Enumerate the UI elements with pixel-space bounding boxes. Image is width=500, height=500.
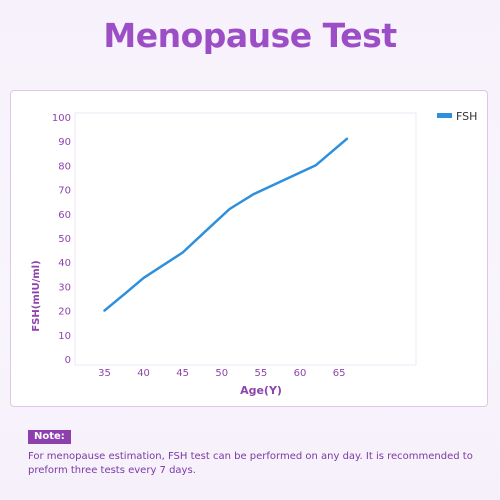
note-text: For menopause estimation, FSH test can b…: [28, 451, 473, 476]
y-axis-label: FSH(mIU/ml): [31, 260, 42, 331]
y-tick-label: 10: [58, 331, 71, 342]
note-badge: Note:: [28, 430, 71, 444]
x-tick-labels: 35 40 45 50 55 60 65: [98, 368, 345, 379]
y-tick-label: 70: [58, 186, 71, 197]
y-tick-label: 60: [58, 210, 71, 221]
series-lines: [103, 137, 349, 312]
legend-label-fsh: FSH: [456, 110, 477, 123]
plot-area: [74, 112, 417, 366]
x-tick-label: 65: [333, 368, 346, 379]
chart-card: 0 10 20 30 40 50 60 70 80 90 100 35 40 45 50 55 60 65 FS…: [10, 90, 488, 407]
y-tick-label: 100: [52, 113, 71, 124]
y-tick-label: 50: [58, 234, 71, 245]
x-tick-label: 50: [215, 368, 228, 379]
x-tick-label: 55: [255, 368, 268, 379]
y-tick-label: 40: [58, 258, 71, 269]
x-tick-label: 40: [137, 368, 150, 379]
x-tick-label: 60: [294, 368, 307, 379]
legend: FSH: [437, 110, 477, 123]
y-tick-label: 30: [58, 282, 71, 293]
y-tick-label: 20: [58, 307, 71, 318]
series-line-fsh: [103, 137, 349, 312]
legend-swatch-fsh: [437, 113, 452, 118]
y-tick-label: 0: [65, 355, 71, 366]
fsh-line-chart: 0 10 20 30 40 50 60 70 80 90 100 35 40 45 50 55 60 65 FS…: [31, 110, 477, 397]
x-tick-label: 35: [98, 368, 111, 379]
page-title: Menopause Test: [103, 16, 397, 55]
x-axis-label: Age(Y): [240, 384, 282, 397]
y-tick-label: 90: [58, 137, 71, 148]
x-tick-label: 45: [176, 368, 189, 379]
y-tick-labels: 0 10 20 30 40 50 60 70 80 90 100: [52, 113, 71, 366]
y-tick-label: 80: [58, 161, 71, 172]
